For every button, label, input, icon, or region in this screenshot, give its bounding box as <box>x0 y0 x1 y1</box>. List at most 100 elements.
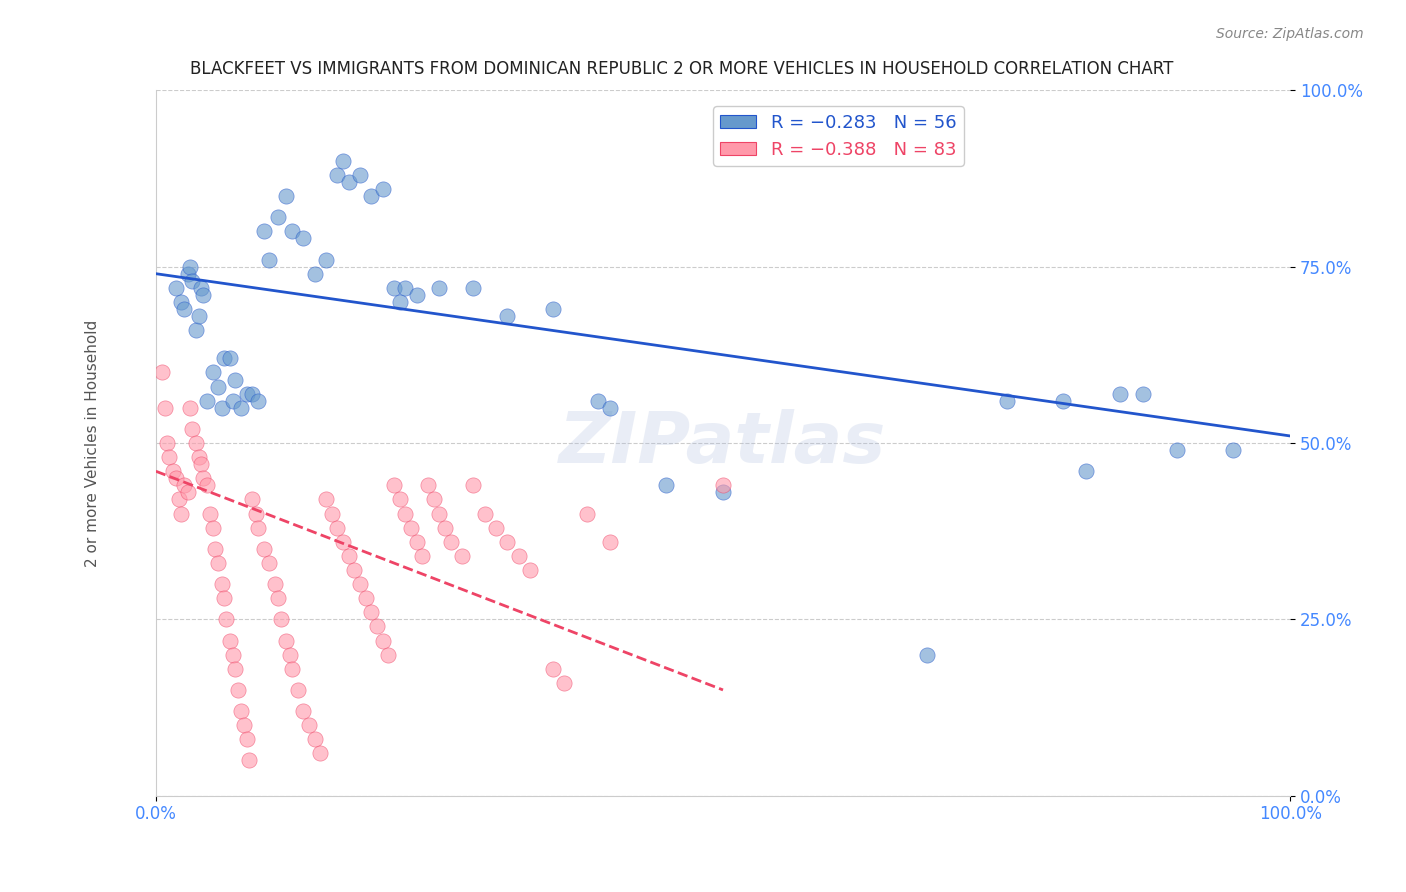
Point <box>474 507 496 521</box>
Point <box>153 401 176 415</box>
Point <box>188 450 211 464</box>
Point <box>315 252 337 267</box>
Point <box>201 366 224 380</box>
Point <box>207 379 229 393</box>
Point <box>995 393 1018 408</box>
Point <box>226 682 249 697</box>
Point <box>211 401 233 415</box>
Point <box>173 301 195 316</box>
Point <box>211 577 233 591</box>
Point <box>655 478 678 492</box>
Point <box>181 274 204 288</box>
Point <box>278 648 301 662</box>
Point <box>377 648 399 662</box>
Point <box>360 189 382 203</box>
Point <box>388 492 411 507</box>
Point <box>519 563 541 577</box>
Point <box>399 521 422 535</box>
Point <box>321 507 343 521</box>
Point <box>267 591 290 606</box>
Point <box>1052 393 1074 408</box>
Point <box>360 605 382 619</box>
Point <box>394 281 416 295</box>
Point <box>315 492 337 507</box>
Point <box>337 549 360 563</box>
Point <box>181 422 204 436</box>
Point <box>349 168 371 182</box>
Point <box>165 281 187 295</box>
Point <box>245 507 267 521</box>
Point <box>224 662 246 676</box>
Point <box>575 507 598 521</box>
Point <box>229 401 252 415</box>
Point <box>276 633 298 648</box>
Point <box>207 556 229 570</box>
Point <box>179 401 201 415</box>
Point <box>337 175 360 189</box>
Point <box>1166 443 1188 458</box>
Point <box>176 485 198 500</box>
Point <box>159 450 181 464</box>
Point <box>292 231 315 245</box>
Point <box>1109 386 1132 401</box>
Point <box>485 521 508 535</box>
Point <box>349 577 371 591</box>
Point <box>193 288 215 302</box>
Point <box>599 534 621 549</box>
Point <box>176 267 198 281</box>
Point <box>429 281 451 295</box>
Point <box>224 372 246 386</box>
Point <box>259 252 281 267</box>
Point <box>429 507 451 521</box>
Point <box>496 534 519 549</box>
Point <box>212 591 235 606</box>
Point <box>238 754 260 768</box>
Point <box>218 351 240 366</box>
Point <box>304 267 326 281</box>
Point <box>179 260 201 274</box>
Point <box>240 492 263 507</box>
Point <box>162 464 184 478</box>
Point <box>332 534 354 549</box>
Point <box>382 281 405 295</box>
Point <box>156 436 179 450</box>
Point <box>267 211 290 225</box>
Point <box>281 662 304 676</box>
Point <box>463 281 485 295</box>
Point <box>212 351 235 366</box>
Point <box>270 612 292 626</box>
Point <box>252 224 274 238</box>
Point <box>411 549 433 563</box>
Point <box>184 436 207 450</box>
Point <box>204 541 226 556</box>
Point <box>586 393 609 408</box>
Point <box>222 648 245 662</box>
Point <box>326 521 349 535</box>
Point <box>405 534 427 549</box>
Text: BLACKFEET VS IMMIGRANTS FROM DOMINICAN REPUBLIC 2 OR MORE VEHICLES IN HOUSEHOLD : BLACKFEET VS IMMIGRANTS FROM DOMINICAN R… <box>190 60 1173 78</box>
Point <box>184 323 207 337</box>
Point <box>405 288 427 302</box>
Point <box>304 732 326 747</box>
Point <box>200 507 222 521</box>
Point <box>190 457 212 471</box>
Point <box>195 478 218 492</box>
Point <box>354 591 377 606</box>
Point <box>246 521 269 535</box>
Point <box>233 718 256 732</box>
Point <box>259 556 281 570</box>
Point <box>246 393 269 408</box>
Point <box>332 153 354 168</box>
Point <box>193 471 215 485</box>
Point <box>599 401 621 415</box>
Point <box>222 393 245 408</box>
Point <box>309 747 332 761</box>
Point <box>434 521 457 535</box>
Point <box>292 704 315 718</box>
Point <box>170 507 193 521</box>
Point <box>201 521 224 535</box>
Point <box>382 478 405 492</box>
Point <box>173 478 195 492</box>
Point <box>711 478 734 492</box>
Y-axis label: 2 or more Vehicles in Household: 2 or more Vehicles in Household <box>86 319 100 566</box>
